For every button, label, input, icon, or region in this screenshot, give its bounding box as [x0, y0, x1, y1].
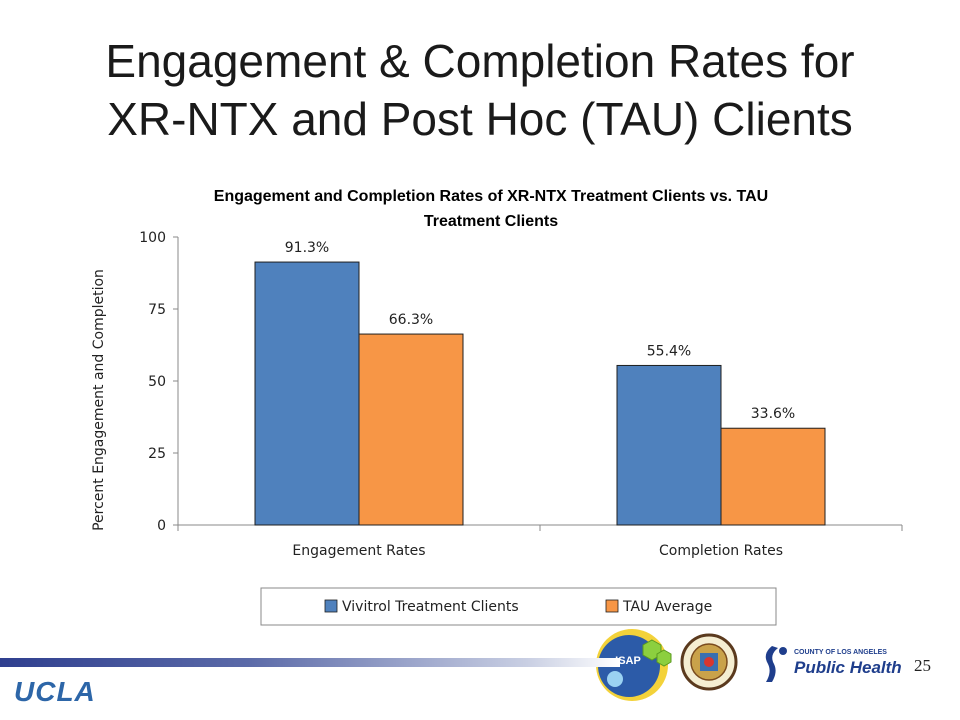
legend: Vivitrol Treatment Clients TAU Average	[260, 587, 777, 626]
y-tick-label: 75	[148, 302, 166, 318]
bar-data-label: 91.3%	[285, 240, 329, 256]
ucla-logo: UCLA	[14, 676, 96, 707]
bar-data-label: 66.3%	[389, 312, 433, 328]
isap-logo: ISAP	[596, 629, 672, 701]
bar-chart: Engagement and Completion Rates of XR-NT…	[91, 188, 903, 626]
page-number: 25	[914, 656, 931, 675]
footer-gradient-bar	[0, 658, 620, 667]
slide-title-line-1: Engagement & Completion Rates for	[105, 35, 855, 87]
y-tick-label: 100	[139, 230, 166, 246]
chart-title-line-2: Treatment Clients	[424, 213, 558, 230]
bar	[254, 261, 360, 526]
county-seal-logo	[680, 633, 738, 691]
legend-label: TAU Average	[622, 599, 712, 615]
slide-title-line-2: XR-NTX and Post Hoc (TAU) Clients	[107, 93, 853, 145]
x-category-label: Completion Rates	[659, 543, 783, 559]
legend-box	[260, 587, 777, 626]
public-health-logo: COUNTY OF LOS ANGELES Public Health	[765, 646, 902, 682]
bar	[720, 427, 826, 526]
bar-data-label: 33.6%	[751, 406, 795, 422]
y-tick-label: 0	[157, 518, 166, 534]
bar-data-label: 55.4%	[647, 343, 691, 359]
plot-area: 0 25 50 75 100 91.3% 66.3% Engagement Rates 55.4…	[139, 230, 903, 559]
public-health-small-text: COUNTY OF LOS ANGELES	[794, 649, 887, 656]
legend-label: Vivitrol Treatment Clients	[342, 599, 519, 615]
slide-title: Engagement & Completion Rates for XR-NTX…	[0, 32, 960, 148]
y-tick-label: 50	[148, 374, 166, 390]
bar	[358, 333, 464, 526]
legend-swatch	[324, 599, 338, 613]
y-axis-label: Percent Engagement and Completion	[91, 269, 107, 531]
x-category-label: Engagement Rates	[292, 543, 425, 559]
legend-swatch	[605, 599, 619, 613]
figure-icon	[765, 646, 778, 682]
isap-logo-text: ISAP	[615, 655, 641, 667]
y-tick-label: 25	[148, 446, 166, 462]
chart-title-line-1: Engagement and Completion Rates of XR-NT…	[214, 188, 768, 205]
public-health-large-text: Public Health	[794, 658, 902, 677]
bar	[616, 364, 722, 526]
